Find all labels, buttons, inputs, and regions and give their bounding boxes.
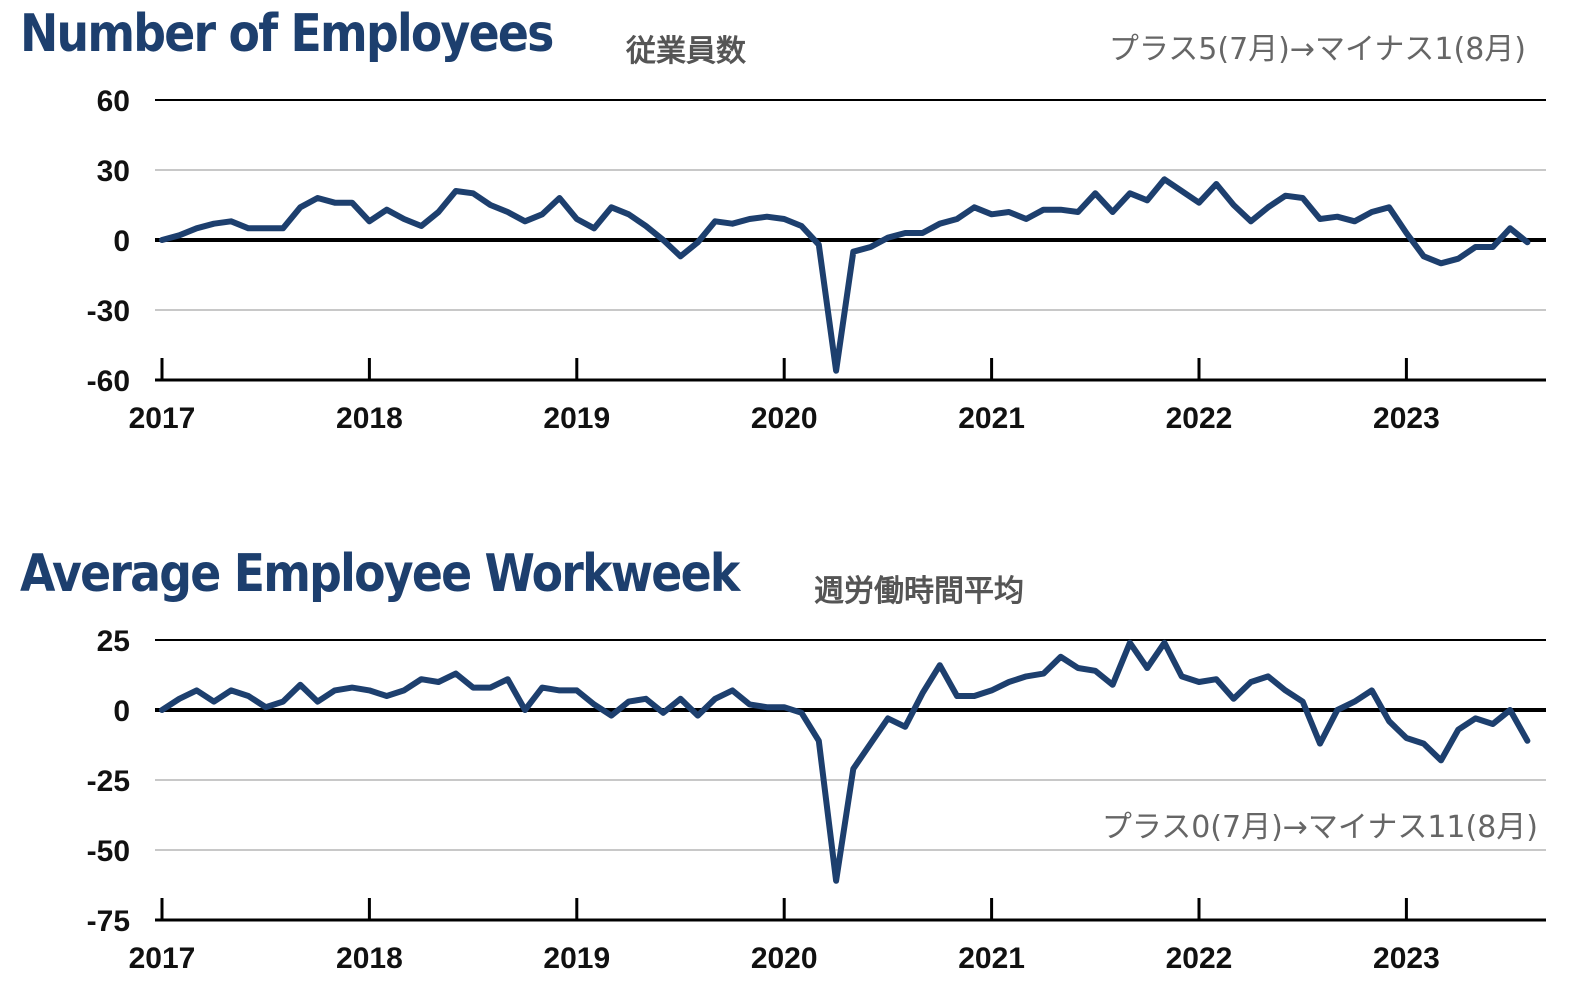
x-tick-label: 2023 [1373,942,1440,975]
x-tick-label: 2021 [958,402,1025,435]
x-tick-label: 2017 [129,942,196,975]
x-tick-label: 2020 [751,942,818,975]
chart-title: Number of Employees [20,4,554,64]
chart-panel-employees: Number of Employees 従業員数 プラス5(7月)→マイナス1(… [0,0,1574,470]
chart-annotation: プラス5(7月)→マイナス1(8月) [1108,32,1526,67]
series-line [159,639,1531,884]
y-tick-label: 0 [113,225,130,258]
y-tick-label: -50 [87,835,130,868]
x-tick-label: 2023 [1373,402,1440,435]
chart-title: Average Employee Workweek [20,544,740,604]
x-tick-label: 2019 [543,402,610,435]
y-tick-label: -60 [87,365,130,398]
chart-annotation: プラス0(7月)→マイナス11(8月) [1101,810,1538,845]
x-tick-label: 2022 [1166,402,1233,435]
x-tick-label: 2018 [336,942,403,975]
y-tick-label: -25 [87,765,130,798]
y-tick-label: 0 [113,695,130,728]
y-tick-label: 30 [97,155,130,188]
x-tick-label: 2021 [958,942,1025,975]
x-tick-label: 2020 [751,402,818,435]
y-tick-label: 25 [97,625,130,658]
x-tick-label: 2018 [336,402,403,435]
x-tick-label: 2022 [1166,942,1233,975]
series-line [159,176,1531,374]
x-tick-label: 2019 [543,942,610,975]
y-tick-label: -75 [87,905,130,938]
x-tick-label: 2017 [129,402,196,435]
chart-subtitle: 従業員数 [626,34,746,69]
y-tick-label: 60 [97,85,130,118]
chart-plot: 25 0 -25 -50 -75 2017 2018 2019 2020 2021 2022 2023 [87,625,1546,975]
chart-subtitle: 週労働時間平均 [814,574,1024,609]
chart-plot: 60 30 0 -30 -60 2017 2018 2019 2020 2021 2022 2023 [87,85,1546,435]
chart-panel-workweek: Average Employee Workweek 週労働時間平均 プラス0(7… [0,540,1574,996]
y-tick-label: -30 [87,295,130,328]
